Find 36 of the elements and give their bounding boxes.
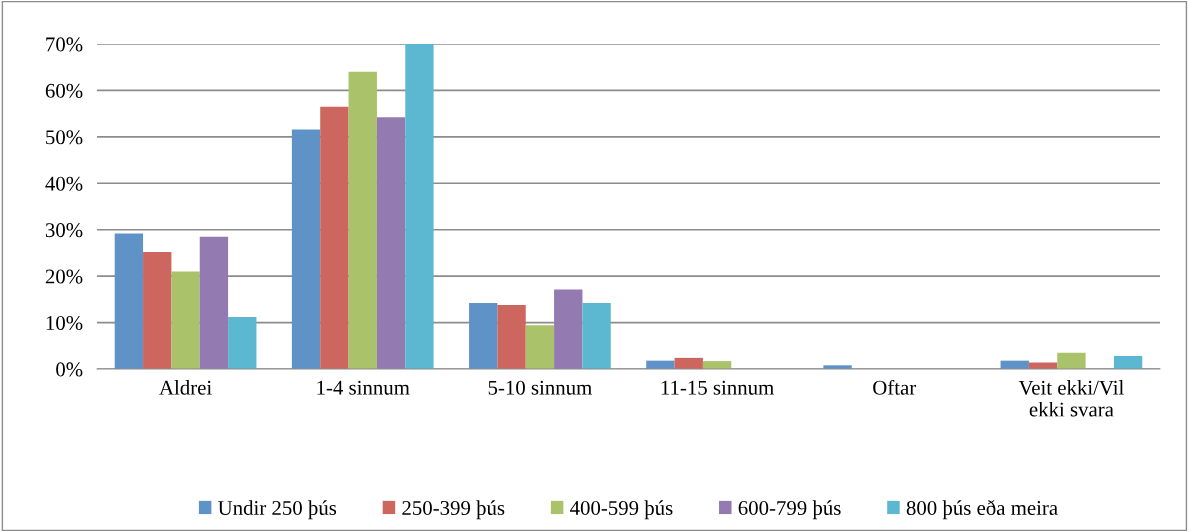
bar xyxy=(1057,352,1086,369)
x-tick-label: 11-15 sinnum xyxy=(661,380,774,395)
y-tick-label: 60% xyxy=(45,83,83,98)
bar xyxy=(143,252,172,369)
bar xyxy=(114,233,144,369)
bar xyxy=(228,317,257,369)
y-tick-label: 20% xyxy=(45,269,83,284)
bar xyxy=(469,303,498,369)
bar xyxy=(554,289,583,369)
y-tick-label: 0% xyxy=(56,362,83,377)
y-tick-label: 40% xyxy=(45,176,83,191)
x-tick-label: 5-10 sinnum xyxy=(488,380,592,395)
bar xyxy=(348,71,377,369)
bar xyxy=(497,304,526,369)
x-tick-label: Oftar xyxy=(873,379,917,395)
legend-label: Undir 250 þús xyxy=(218,500,337,520)
x-tick-label: 1-4 sinnum xyxy=(317,380,410,395)
y-tick-label: 30% xyxy=(45,223,83,238)
bar xyxy=(199,236,229,369)
legend-label: 600-799 þús xyxy=(738,500,841,520)
x-tick-label: Aldrei xyxy=(159,380,212,395)
legend-label: 400-599 þús xyxy=(570,500,673,520)
bar xyxy=(376,117,406,369)
legend-label: 250-399 þús xyxy=(402,500,505,520)
legend-label: 800 þús eða meira xyxy=(906,500,1058,520)
y-tick-label: 10% xyxy=(46,315,83,331)
bar xyxy=(525,325,555,369)
y-tick-label: 70% xyxy=(46,37,83,52)
bar xyxy=(405,44,434,369)
bar xyxy=(171,271,200,369)
bar xyxy=(582,303,611,369)
bar xyxy=(291,129,321,369)
bar xyxy=(320,106,349,369)
bar xyxy=(1113,356,1143,369)
y-tick-label: 50% xyxy=(46,130,83,145)
x-tick-label: Veit ekki/Vil ekki svara xyxy=(1018,380,1124,417)
